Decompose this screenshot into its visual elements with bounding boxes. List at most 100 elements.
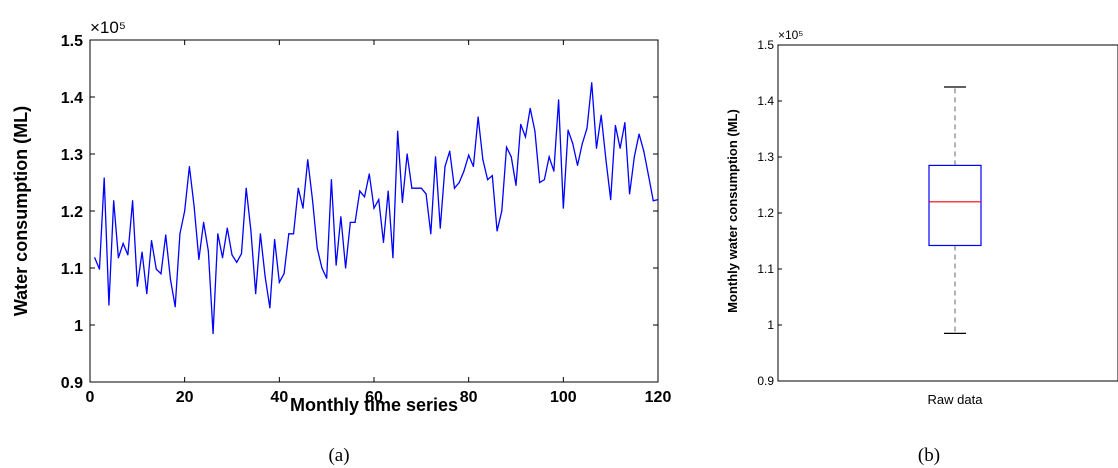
data-point [321,267,323,269]
x-axis-label: Monthly time series [290,395,458,415]
data-point [236,261,238,263]
line-chart-panel: 0.9 1 1.1 1.2 1.3 1.4 1.5 0 20 40 60 80 100 120 ×10⁵… [11,18,671,466]
data-point [397,130,399,132]
series-points [94,82,659,335]
data-point [439,227,441,229]
data-point [184,210,186,212]
data-point [117,257,119,259]
y-tick-label: 1.4 [757,94,774,108]
data-point [160,273,162,275]
data-point [633,156,635,158]
data-point [269,307,271,309]
x-tick-label: 100 [550,389,577,406]
data-point [217,233,219,235]
data-point [619,147,621,149]
data-point [98,268,101,270]
data-point [283,273,285,275]
data-point [468,154,470,156]
data-point [127,254,129,256]
data-point [345,267,347,269]
data-point [558,99,560,101]
data-point [122,242,124,245]
data-point [430,233,432,235]
data-point [576,164,579,166]
y-axis-label: Monthly water consumption (ML) [725,109,740,313]
data-point [548,156,550,158]
data-point [292,233,295,235]
data-point [472,165,474,168]
y-axis: 0.9 1 1.1 1.2 1.3 1.4 1.5 [61,33,658,392]
data-point [638,133,640,135]
data-point [543,179,546,181]
data-point [643,150,645,152]
data-point [629,193,631,195]
data-point [169,278,172,280]
data-point [392,257,394,259]
data-point [373,207,375,209]
data-point [496,230,498,232]
data-point [103,177,105,179]
data-point [595,147,598,149]
data-point [250,230,252,232]
y-tick-label: 1.3 [61,147,83,164]
x-tick-label: 80 [460,389,478,406]
data-point [240,253,243,255]
data-point [401,201,403,204]
y-tick-label: 1.3 [757,150,774,164]
exponent-label: ×10⁵ [90,18,126,37]
x-tick-label: 40 [270,389,288,406]
y-tick-label: 1 [767,318,774,332]
data-point [316,247,318,249]
data-point [354,221,356,223]
data-point [330,179,332,181]
data-point [94,257,96,259]
data-point [463,170,465,172]
data-point [406,153,408,155]
y-tick-label: 1.1 [757,262,774,276]
data-point [591,82,593,84]
data-point [203,221,205,223]
data-point [212,332,214,335]
data-point [510,156,512,158]
data-point [335,264,337,266]
data-point [586,127,588,129]
box-plot [928,86,982,334]
data-point [416,187,418,189]
data-point [605,159,607,161]
plot-area-frame [777,44,1118,382]
data-point [515,184,517,186]
x-tick-label: 20 [176,389,194,406]
data-point [136,285,138,287]
data-point [453,187,456,189]
exponent-label: ×10⁵ [778,28,803,42]
panel-label-a: (a) [328,445,349,466]
data-point [420,187,422,189]
data-point [368,173,370,175]
data-point [505,146,508,148]
data-point [652,200,654,202]
y-tick-label: 1.1 [61,261,83,278]
data-point [382,241,385,243]
data-point [245,187,247,189]
data-point [567,129,569,131]
data-point [482,159,484,161]
data-point [150,240,153,242]
data-point [553,170,555,172]
data-point [647,175,650,177]
y-tick-label: 1.5 [61,33,83,50]
y-tick-label: 0.9 [757,374,774,388]
data-point [288,233,290,235]
data-point [307,159,309,161]
y-tick-label: 1 [74,318,83,335]
data-point [520,123,522,125]
data-point [572,143,574,145]
y-axis: 0.9 1 1.1 1.2 1.3 1.4 1.5 [757,38,782,388]
data-point [226,227,228,229]
y-tick-label: 1.5 [757,38,774,52]
data-point [141,251,143,253]
data-point [614,124,617,127]
data-point [255,293,257,295]
data-point [487,179,489,181]
plot-area-frame [89,39,659,383]
